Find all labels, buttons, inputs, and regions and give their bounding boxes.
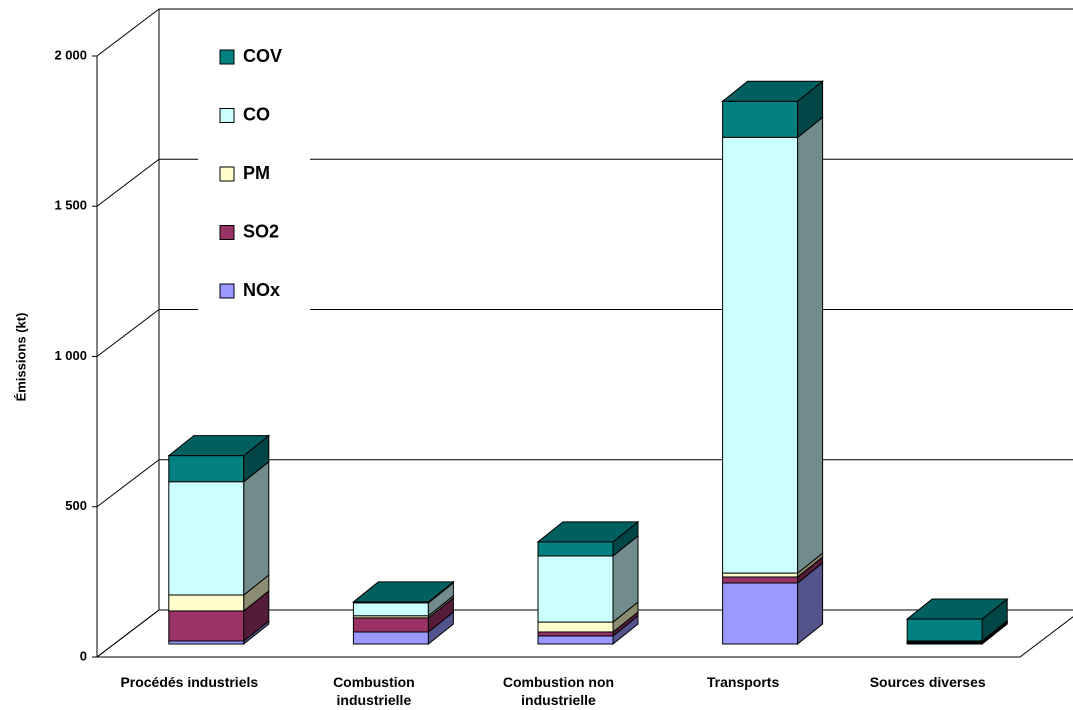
grid-side: [96, 8, 160, 57]
bar-front: [722, 100, 799, 138]
y-axis-title: Émissions (kt): [13, 313, 28, 402]
grid-side: [96, 309, 160, 357]
x-tick-label: Sources diverses: [869, 674, 986, 690]
bar-side: [243, 460, 270, 597]
y-tick-label: 2 000: [54, 47, 87, 62]
legend-label: COV: [243, 46, 282, 66]
bar-front: [537, 541, 614, 557]
bar-side: [797, 116, 824, 575]
legend-swatch: [219, 283, 235, 299]
bar-front: [352, 617, 429, 633]
y-tick-label: 1 500: [54, 198, 87, 213]
bar-front: [537, 555, 614, 623]
bar-front: [352, 602, 429, 617]
legend-label: SO2: [243, 221, 279, 241]
bar-front: [722, 136, 799, 574]
bar-front: [722, 576, 799, 584]
grid-side: [96, 459, 160, 508]
legend-swatch: [219, 166, 235, 182]
legend-label: NOx: [243, 280, 280, 300]
bar-top: [351, 581, 455, 603]
bar-top: [905, 598, 1009, 620]
legend-label: PM: [243, 163, 270, 183]
bar-front: [906, 618, 983, 642]
legend-swatch: [219, 225, 235, 240]
x-tick-label: Combustion industrielle: [333, 674, 415, 708]
bar-front: [722, 572, 799, 578]
legend-background: [198, 33, 310, 313]
x-tick-label: Procédés industriels: [120, 674, 259, 690]
bar-front: [537, 635, 614, 645]
legend-swatch: [219, 108, 235, 123]
x-tick-label: Transports: [706, 674, 780, 690]
grid-side: [96, 158, 160, 207]
bar-top: [167, 435, 271, 457]
bar-top: [721, 80, 825, 102]
y-tick-label: 1 000: [54, 348, 87, 363]
bar-front: [168, 481, 245, 596]
bar-top: [536, 521, 640, 543]
grid-side: [96, 609, 160, 658]
bar-front: [537, 631, 614, 637]
x-tick-label: Combustion non industrielle: [502, 674, 615, 708]
legend-label: CO: [243, 104, 270, 124]
y-tick-label: 500: [65, 498, 87, 513]
y-tick-label: 0: [80, 648, 87, 663]
bar-front: [168, 455, 245, 483]
bar-front: [352, 631, 429, 645]
legend-swatch: [219, 49, 235, 65]
bar-front: [168, 594, 245, 612]
bar-front: [168, 610, 245, 642]
bar-front: [537, 621, 614, 633]
bar-front: [722, 582, 799, 645]
